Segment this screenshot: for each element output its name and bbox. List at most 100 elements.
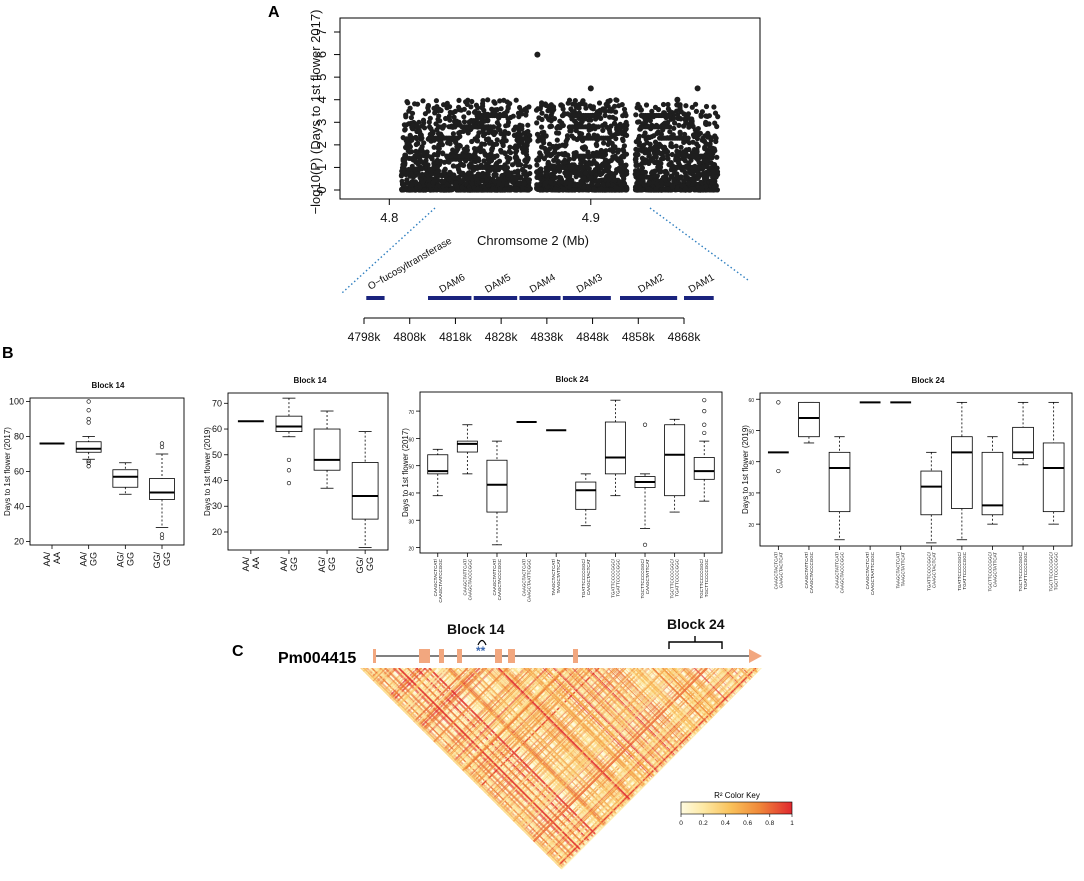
manhattan-point: [690, 176, 696, 182]
manhattan-point: [539, 130, 545, 136]
manhattan-point: [606, 98, 612, 104]
manhattan-point: [543, 113, 549, 119]
zoom-connector-left: [341, 207, 436, 294]
manhattan-point: [676, 156, 682, 163]
boxplot-ytick-label: 50: [748, 429, 754, 435]
manhattan-point: [654, 130, 660, 136]
manhattan-point: [618, 182, 624, 188]
manhattan-point: [420, 179, 426, 185]
manhattan-point: [706, 149, 713, 155]
box-outlier: [86, 416, 91, 422]
manhattan-point: [539, 124, 545, 130]
ld-stripe: [397, 668, 437, 707]
exon: [457, 649, 462, 663]
box-iqr: [920, 470, 943, 516]
color-key-tick-label: 0.8: [765, 820, 774, 827]
manhattan-point: [466, 110, 472, 116]
manhattan-point: [399, 187, 405, 193]
manhattan-point: [560, 186, 566, 192]
box-iqr: [951, 436, 973, 509]
boxplot-frame: [419, 391, 723, 554]
manhattan-point: [667, 129, 673, 135]
manhattan-point: [602, 121, 608, 127]
manhattan-point: [402, 152, 408, 158]
manhattan-point: [437, 118, 443, 124]
box-outlier: [702, 409, 707, 414]
ld-stripe: [433, 668, 510, 743]
box-group: [275, 397, 303, 486]
ld-stripe: [745, 668, 755, 677]
gene-label: DAM4: [528, 272, 558, 296]
ld-heatmap: [360, 668, 762, 870]
manhattan-point: [428, 187, 434, 193]
box-outlier: [159, 441, 165, 446]
manhattan-point: [713, 174, 719, 180]
manhattan-point: [522, 106, 528, 113]
ld-stripe: [403, 668, 450, 713]
ld-stripe: [454, 668, 550, 763]
manhattan-point: [541, 140, 547, 146]
manhattan-point: [420, 98, 426, 104]
manhattan-point: [605, 135, 611, 141]
color-key-bar: [680, 801, 793, 815]
color-key-tick-label: 0.4: [721, 820, 730, 827]
manhattan-ytick-label: 7: [314, 28, 329, 35]
manhattan-point: [561, 152, 567, 158]
manhattan-point: [417, 155, 423, 161]
manhattan-point: [696, 160, 702, 166]
manhattan-point: [419, 147, 425, 153]
ld-stripe: [457, 668, 611, 821]
manhattan-point: [577, 182, 583, 188]
ld-stripe: [542, 668, 726, 852]
manhattan-point: [527, 164, 533, 170]
manhattan-point: [613, 109, 619, 115]
manhattan-point: [663, 172, 669, 178]
ld-stripe: [639, 668, 702, 730]
ld-stripe: [412, 668, 466, 721]
boxplot-xtick-label: CAAGCTACCCGGC: [467, 558, 472, 600]
boxplot-xtick-label: CAAGCTACCCGGC: [840, 551, 845, 593]
manhattan-point: [435, 145, 441, 151]
manhattan-point: [562, 143, 568, 149]
boxplot-xtick-label: GG/: [152, 552, 162, 569]
manhattan-point: [600, 149, 606, 155]
ld-stripe: [582, 668, 673, 759]
manhattan-point: [404, 179, 411, 185]
manhattan-point: [485, 97, 491, 103]
ld-stripe: [587, 668, 676, 756]
manhattan-point: [556, 179, 562, 185]
ld-stripe: [593, 668, 679, 753]
box-iqr: [456, 440, 478, 453]
manhattan-point: [551, 149, 558, 156]
boxplot-xtick-label: GG: [162, 552, 172, 566]
box-outlier: [642, 542, 648, 547]
manhattan-point: [698, 113, 704, 119]
manhattan-point: [569, 187, 575, 193]
manhattan-point: [556, 168, 563, 174]
ld-background: [360, 668, 762, 870]
manhattan-point: [618, 158, 624, 164]
manhattan-point: [681, 111, 687, 117]
ld-stripe: [561, 668, 663, 769]
boxplot-xtick-label: TGCTTCCCCGGC/: [670, 558, 675, 598]
manhattan-frame: [339, 17, 761, 200]
manhattan-point: [659, 187, 665, 193]
manhattan-point: [468, 117, 474, 124]
manhattan-point: [648, 187, 654, 193]
boxplot-2: Block 14 20 40 60 80 100 Days to 1st flower (2…: [3, 381, 185, 569]
manhattan-point: [647, 117, 654, 124]
box-outlier: [86, 460, 91, 465]
manhattan-point: [481, 107, 487, 113]
manhattan-point: [608, 108, 614, 114]
manhattan-point: [492, 178, 498, 185]
box-iqr: [313, 428, 341, 471]
box-outlier: [86, 458, 91, 464]
manhattan-point: [513, 149, 519, 156]
panel-letter-b: B: [2, 345, 14, 362]
boxplot-ylabel: Days to 1st flower (2019): [741, 425, 750, 514]
box-group: [1042, 401, 1065, 525]
ld-stripe: [496, 668, 636, 806]
box-iqr: [1012, 426, 1034, 459]
manhattan-point: [499, 173, 505, 179]
manhattan-point: [658, 180, 665, 186]
